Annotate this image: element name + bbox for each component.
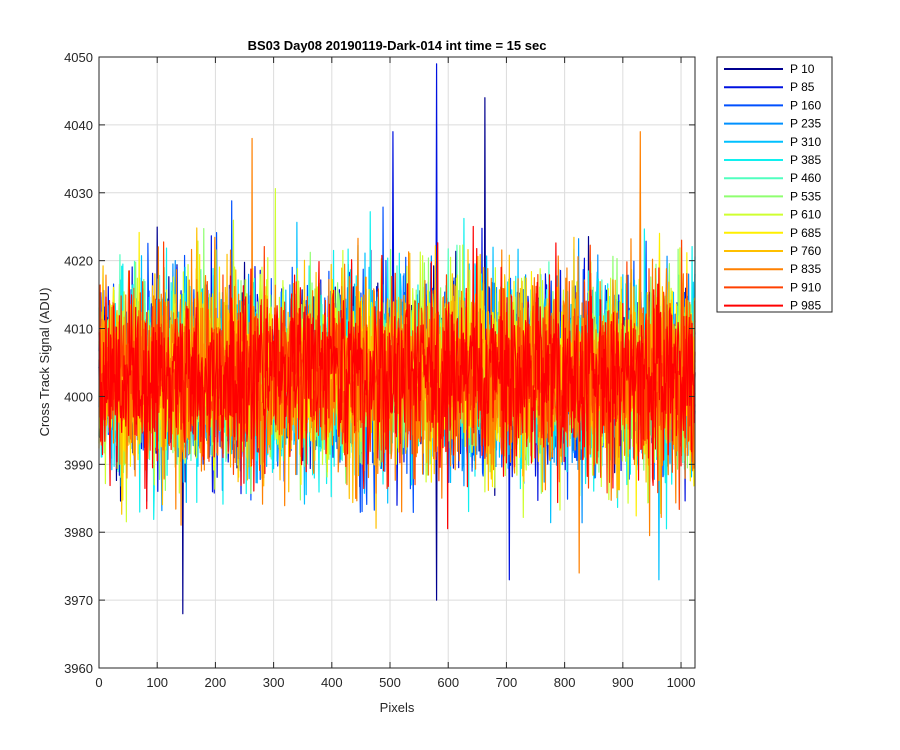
x-tick-label: 1000 bbox=[667, 675, 696, 690]
x-tick-label: 900 bbox=[612, 675, 634, 690]
y-tick-label: 3960 bbox=[64, 661, 93, 676]
legend-entry: P 985 bbox=[790, 299, 821, 313]
legend: P 10 P 85 P 160 P 235 P 310 P 385 P 460 P 535 P … bbox=[716, 56, 833, 313]
x-tick-label: 200 bbox=[205, 675, 227, 690]
y-axis-label: Cross Track Signal (ADU) bbox=[37, 288, 52, 437]
legend-entry: P 10 bbox=[790, 62, 815, 76]
x-tick-label: 400 bbox=[321, 675, 343, 690]
x-tick-label: 700 bbox=[496, 675, 518, 690]
x-tick-label: 0 bbox=[95, 675, 102, 690]
series-line-p-985 bbox=[98, 225, 696, 530]
x-tick-label: 300 bbox=[263, 675, 285, 690]
legend-entry: P 385 bbox=[790, 153, 821, 167]
legend-entry: P 235 bbox=[790, 117, 821, 131]
x-tick-label: 600 bbox=[437, 675, 459, 690]
legend-entry: P 910 bbox=[790, 280, 821, 294]
x-tick-label: 100 bbox=[146, 675, 168, 690]
y-tick-label: 3980 bbox=[64, 525, 93, 540]
y-axis: 3960 3970 3980 3990 4000 4010 4020 4030 4040 4050 bbox=[64, 50, 695, 676]
y-tick-label: 4050 bbox=[64, 50, 93, 65]
x-axis-label: Pixels bbox=[380, 700, 415, 715]
y-tick-label: 4030 bbox=[64, 186, 93, 201]
y-tick-label: 3970 bbox=[64, 593, 93, 608]
y-tick-label: 4020 bbox=[64, 254, 93, 269]
legend-entry: P 835 bbox=[790, 262, 821, 276]
x-tick-label: 800 bbox=[554, 675, 576, 690]
y-tick-label: 3990 bbox=[64, 457, 93, 472]
x-axis: 0 100 200 300 400 500 600 700 800 900 1000 bbox=[95, 57, 695, 690]
legend-entry: P 685 bbox=[790, 226, 821, 240]
series-lines bbox=[98, 63, 696, 615]
y-tick-label: 4000 bbox=[64, 389, 93, 404]
legend-entry: P 610 bbox=[790, 208, 821, 222]
legend-entry: P 160 bbox=[790, 98, 821, 112]
y-tick-label: 4010 bbox=[64, 322, 93, 337]
legend-entry: P 460 bbox=[790, 171, 821, 185]
chart-title: BS03 Day08 20190119-Dark-014 int time = … bbox=[248, 38, 547, 53]
plot-frame bbox=[98, 56, 696, 669]
x-tick-label: 500 bbox=[379, 675, 401, 690]
legend-entry: P 535 bbox=[790, 189, 821, 203]
y-tick-label: 4040 bbox=[64, 118, 93, 133]
legend-entry: P 85 bbox=[790, 80, 815, 94]
legend-entry: P 310 bbox=[790, 135, 821, 149]
legend-entry: P 760 bbox=[790, 244, 821, 258]
